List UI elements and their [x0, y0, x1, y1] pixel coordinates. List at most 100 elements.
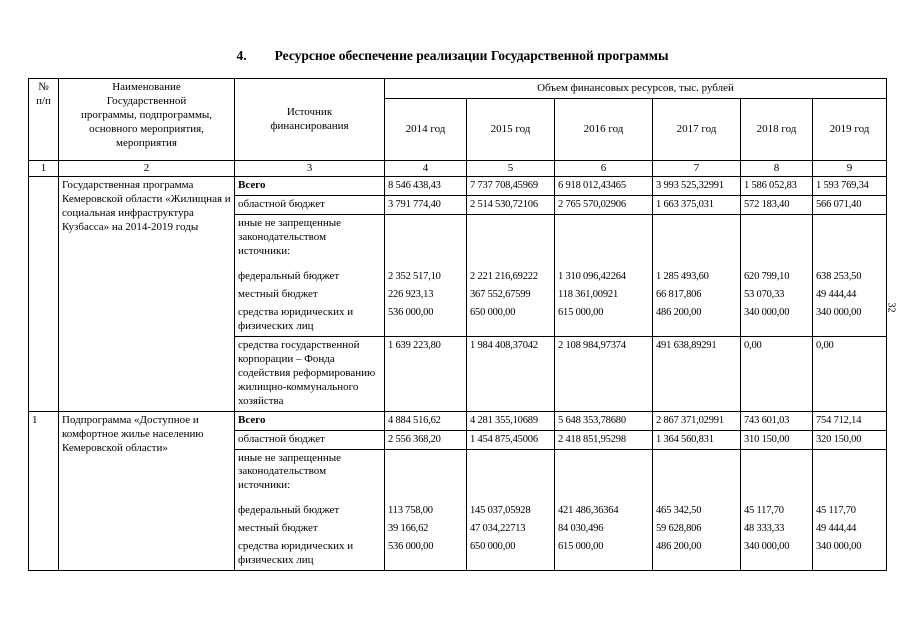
program-name-cell: Государственная программа Кемеровской об…: [58, 176, 235, 412]
funding-source-cell: федеральный бюджет: [234, 267, 385, 286]
value-cell: 6 918 012,43465: [554, 176, 653, 196]
value-cell: [652, 213, 741, 268]
header-year-2016: 2016 год: [554, 98, 653, 161]
funding-source-cell: областной бюджет: [234, 429, 385, 450]
table-row: средства государственной корпорации – Фо…: [29, 335, 887, 412]
value-cell: 226 923,13: [384, 285, 467, 304]
value-cell: 47 034,22713: [466, 520, 555, 539]
value-cell: 2 221 216,69222: [466, 267, 555, 286]
funding-source-cell: местный бюджет: [234, 285, 385, 304]
table-row: местный бюджет 39 166,62 47 034,22713 84 03…: [29, 520, 887, 539]
value-cell: 2 514 530,72106: [466, 194, 555, 215]
value-cell: 48 333,33: [740, 520, 813, 539]
value-cell: [740, 213, 813, 268]
value-cell: 2 108 984,97374: [554, 335, 653, 412]
value-cell: 3 993 525,32991: [652, 176, 741, 196]
value-cell: 7 737 708,45969: [466, 176, 555, 196]
section-title: 4. Ресурсное обеспечение реализации Госу…: [0, 48, 905, 64]
header-year-2018: 2018 год: [740, 98, 813, 161]
value-cell: 536 000,00: [384, 538, 467, 572]
value-cell: 340 000,00: [740, 303, 813, 337]
header-num: № п/п: [28, 78, 59, 161]
funding-source-cell: средства юридических и физических лиц: [234, 538, 385, 572]
value-cell: [812, 448, 887, 503]
value-cell: 491 638,89291: [652, 335, 741, 412]
funding-source-cell: иные не запрещенные законодательством ис…: [234, 448, 385, 503]
value-cell: 620 799,10: [740, 267, 813, 286]
table-body: 1 2 3 4 5 6 7 8 9 Государственная програ…: [28, 160, 887, 572]
value-cell: 638 253,50: [812, 267, 887, 286]
resource-table: № п/п Наименование Государственной прогр…: [28, 78, 887, 572]
value-cell: 536 000,00: [384, 303, 467, 337]
value-cell: 340 000,00: [812, 538, 887, 572]
value-cell: 8 546 438,43: [384, 176, 467, 196]
section-title-text: Ресурсное обеспечение реализации Государ…: [274, 48, 669, 63]
value-cell: 1 454 875,45006: [466, 429, 555, 450]
value-cell: 2 418 851,95298: [554, 429, 653, 450]
column-numbers-row: 1 2 3 4 5 6 7 8 9: [28, 160, 887, 177]
value-cell: 2 352 517,10: [384, 267, 467, 286]
value-cell: 754 712,14: [812, 410, 887, 431]
funding-source-cell: средства государственной корпорации – Фо…: [234, 335, 385, 412]
value-cell: 49 444,44: [812, 285, 887, 304]
funding-source-cell: местный бюджет: [234, 520, 385, 539]
value-cell: 4 281 355,10689: [466, 410, 555, 431]
table-row: 1 Подпрограмма «Доступное и комфортное жи…: [28, 410, 887, 572]
funding-source-cell: Всего: [234, 176, 385, 196]
value-cell: 45 117,70: [740, 502, 813, 521]
value-cell: 118 361,00921: [554, 285, 653, 304]
header-year-2015: 2015 год: [466, 98, 555, 161]
value-cell: [652, 448, 741, 503]
value-cell: 145 037,05928: [466, 502, 555, 521]
value-cell: [740, 448, 813, 503]
value-cell: 84 030,496: [554, 520, 653, 539]
value-cell: 743 601,03: [740, 410, 813, 431]
header-year-2019: 2019 год: [812, 98, 887, 161]
value-cell: 421 486,36364: [554, 502, 653, 521]
section-number: 4.: [236, 48, 247, 63]
value-cell: 1 593 769,34: [812, 176, 887, 196]
value-cell: 650 000,00: [466, 538, 555, 572]
value-cell: 1 984 408,37042: [466, 335, 555, 412]
funding-source-cell: средства юридических и физических лиц: [234, 303, 385, 337]
program-name-cell: Подпрограмма «Доступное и комфортное жил…: [58, 410, 235, 572]
table-row: иные не запрещенные законодательством ис…: [29, 213, 887, 268]
value-cell: 113 758,00: [384, 502, 467, 521]
table-row: Государственная программа Кемеровской об…: [28, 176, 887, 412]
column-number: 9: [812, 160, 887, 177]
value-cell: 566 071,40: [812, 194, 887, 215]
value-cell: 1 663 375,031: [652, 194, 741, 215]
table-row: местный бюджет 226 923,13 367 552,67599 118…: [29, 285, 887, 304]
funding-source-cell: иные не запрещенные законодательством ис…: [234, 213, 385, 268]
value-cell: 320 150,00: [812, 429, 887, 450]
value-cell: 340 000,00: [812, 303, 887, 337]
table-row: иные не запрещенные законодательством ис…: [29, 448, 887, 503]
value-cell: 39 166,62: [384, 520, 467, 539]
funding-source-cell: областной бюджет: [234, 194, 385, 215]
column-number: 6: [554, 160, 653, 177]
value-cell: 1 364 560,831: [652, 429, 741, 450]
value-cell: [384, 448, 467, 503]
value-cell: 45 117,70: [812, 502, 887, 521]
value-cell: 59 628,806: [652, 520, 741, 539]
value-cell: 572 183,40: [740, 194, 813, 215]
value-cell: 486 200,00: [652, 303, 741, 337]
column-number: 4: [384, 160, 467, 177]
value-cell: [466, 448, 555, 503]
column-number: 2: [58, 160, 235, 177]
value-cell: 66 817,806: [652, 285, 741, 304]
header-year-2017: 2017 год: [652, 98, 741, 161]
header-funding-source: Источник финансирования: [234, 78, 385, 161]
value-cell: 1 285 493,60: [652, 267, 741, 286]
value-cell: 2 765 570,02906: [554, 194, 653, 215]
value-cell: 615 000,00: [554, 303, 653, 337]
value-cell: [812, 213, 887, 268]
value-cell: 615 000,00: [554, 538, 653, 572]
value-cell: 3 791 774,40: [384, 194, 467, 215]
value-cell: 1 586 052,83: [740, 176, 813, 196]
header-program-name: Наименование Государственной программы, …: [58, 78, 235, 161]
value-cell: 2 556 368,20: [384, 429, 467, 450]
value-cell: [554, 213, 653, 268]
column-number: 5: [466, 160, 555, 177]
value-cell: 5 648 353,78680: [554, 410, 653, 431]
